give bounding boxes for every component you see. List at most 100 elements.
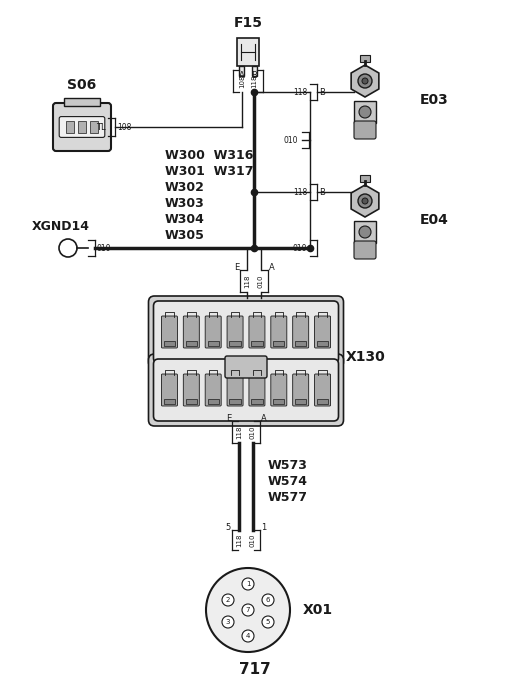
- FancyBboxPatch shape: [227, 374, 243, 406]
- Bar: [229, 399, 240, 404]
- FancyBboxPatch shape: [148, 354, 343, 426]
- Bar: [316, 399, 327, 404]
- Text: 010: 010: [292, 243, 306, 253]
- Text: A: A: [239, 71, 244, 80]
- Text: X01: X01: [302, 603, 332, 617]
- Bar: [295, 341, 306, 346]
- Text: E04: E04: [419, 213, 448, 227]
- Text: 1: 1: [245, 581, 250, 587]
- Circle shape: [358, 226, 370, 238]
- Text: 108: 108: [117, 123, 131, 132]
- Text: W304: W304: [165, 212, 205, 225]
- Circle shape: [357, 194, 371, 208]
- Circle shape: [242, 604, 253, 616]
- Text: A: A: [261, 414, 266, 423]
- Circle shape: [361, 78, 367, 84]
- Text: 7: 7: [245, 607, 250, 613]
- Circle shape: [221, 616, 234, 628]
- FancyBboxPatch shape: [353, 241, 375, 259]
- Text: TL: TL: [96, 123, 106, 132]
- Text: 1: 1: [261, 523, 266, 532]
- Text: W577: W577: [267, 490, 307, 503]
- Bar: [353, 221, 375, 243]
- Bar: [90, 121, 98, 134]
- Text: 4: 4: [245, 633, 250, 639]
- Bar: [163, 399, 175, 404]
- Text: 118: 118: [292, 188, 306, 197]
- Text: W300  W316: W300 W316: [165, 149, 253, 162]
- Circle shape: [59, 239, 77, 257]
- Circle shape: [361, 198, 367, 204]
- Text: 118: 118: [250, 74, 257, 88]
- Circle shape: [262, 616, 273, 628]
- Text: B: B: [318, 188, 324, 197]
- Text: 010: 010: [249, 425, 256, 439]
- Text: 010: 010: [97, 243, 111, 253]
- Bar: [353, 101, 375, 123]
- Text: W574: W574: [267, 475, 307, 488]
- Text: XGND14: XGND14: [32, 219, 90, 232]
- Text: A: A: [268, 262, 274, 271]
- FancyBboxPatch shape: [248, 316, 264, 348]
- Text: 6: 6: [265, 597, 270, 603]
- FancyBboxPatch shape: [183, 316, 199, 348]
- Text: X130: X130: [345, 350, 385, 364]
- FancyBboxPatch shape: [224, 356, 267, 378]
- Circle shape: [242, 630, 253, 642]
- Bar: [251, 399, 262, 404]
- Circle shape: [206, 568, 290, 652]
- Bar: [66, 121, 74, 134]
- Bar: [273, 341, 284, 346]
- Bar: [316, 341, 327, 346]
- Text: 118: 118: [236, 425, 242, 439]
- Text: 2: 2: [225, 597, 230, 603]
- Bar: [359, 175, 369, 182]
- FancyBboxPatch shape: [153, 359, 338, 421]
- FancyBboxPatch shape: [183, 374, 199, 406]
- Text: 108: 108: [239, 74, 244, 88]
- Text: W303: W303: [165, 197, 204, 210]
- Text: 010: 010: [258, 274, 264, 288]
- Text: S06: S06: [67, 78, 96, 92]
- Bar: [185, 341, 196, 346]
- FancyBboxPatch shape: [227, 316, 243, 348]
- FancyBboxPatch shape: [148, 296, 343, 368]
- Text: F15: F15: [233, 16, 262, 30]
- Circle shape: [262, 594, 273, 606]
- Text: B: B: [250, 71, 257, 80]
- Circle shape: [221, 594, 234, 606]
- Polygon shape: [351, 65, 378, 97]
- Bar: [207, 399, 218, 404]
- FancyBboxPatch shape: [314, 374, 330, 406]
- Bar: [64, 98, 100, 106]
- FancyBboxPatch shape: [53, 103, 111, 151]
- Text: W301  W317: W301 W317: [165, 164, 253, 177]
- Text: W573: W573: [267, 458, 307, 471]
- FancyBboxPatch shape: [161, 316, 177, 348]
- FancyBboxPatch shape: [270, 374, 286, 406]
- FancyBboxPatch shape: [248, 374, 264, 406]
- FancyBboxPatch shape: [205, 374, 221, 406]
- Bar: [237, 38, 259, 66]
- Bar: [185, 399, 196, 404]
- Bar: [359, 55, 369, 62]
- FancyBboxPatch shape: [153, 301, 338, 363]
- Bar: [251, 341, 262, 346]
- FancyBboxPatch shape: [314, 316, 330, 348]
- FancyBboxPatch shape: [205, 316, 221, 348]
- Circle shape: [357, 74, 371, 88]
- Bar: [229, 341, 240, 346]
- Text: E: E: [233, 262, 239, 271]
- Text: 010: 010: [283, 136, 297, 145]
- Text: W305: W305: [165, 229, 205, 242]
- Polygon shape: [351, 185, 378, 217]
- FancyBboxPatch shape: [59, 116, 104, 138]
- Text: B: B: [318, 88, 324, 97]
- Text: E03: E03: [419, 93, 448, 107]
- Bar: [251, 66, 257, 76]
- FancyBboxPatch shape: [353, 121, 375, 139]
- Text: 717: 717: [239, 662, 270, 677]
- Bar: [238, 66, 244, 76]
- Bar: [163, 341, 175, 346]
- Text: 118: 118: [243, 274, 249, 288]
